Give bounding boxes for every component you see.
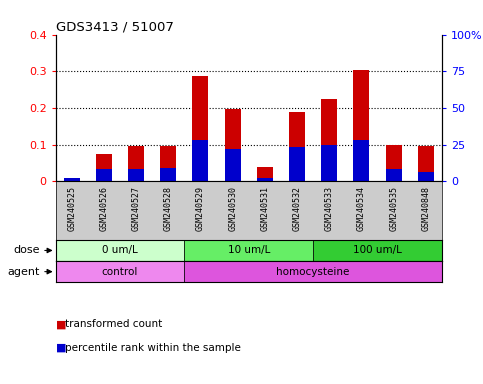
Bar	[185, 261, 442, 282]
Bar	[385, 145, 402, 181]
Bar	[257, 167, 273, 181]
Text: 100 um/L: 100 um/L	[353, 245, 402, 255]
Bar	[225, 149, 241, 181]
Text: percentile rank within the sample: percentile rank within the sample	[65, 343, 241, 353]
Text: GDS3413 / 51007: GDS3413 / 51007	[56, 20, 173, 33]
Text: GSM240525: GSM240525	[67, 186, 76, 231]
Text: 10 um/L: 10 um/L	[227, 245, 270, 255]
Bar	[64, 179, 80, 181]
Text: GSM240527: GSM240527	[131, 186, 141, 231]
Bar	[128, 146, 144, 181]
Bar	[321, 99, 337, 181]
Text: homocysteine: homocysteine	[276, 266, 350, 276]
Text: GSM240530: GSM240530	[228, 186, 237, 231]
Text: 0 um/L: 0 um/L	[102, 245, 138, 255]
Bar	[313, 240, 442, 261]
Bar	[418, 172, 434, 181]
Text: GSM240848: GSM240848	[421, 186, 430, 231]
Text: GSM240531: GSM240531	[260, 186, 270, 231]
Bar	[225, 109, 241, 181]
Text: GSM240528: GSM240528	[164, 186, 173, 231]
Bar	[257, 178, 273, 181]
Bar	[385, 169, 402, 181]
Bar	[128, 169, 144, 181]
Bar	[321, 144, 337, 181]
Bar	[56, 240, 185, 261]
Bar	[354, 140, 369, 181]
Bar	[192, 76, 209, 181]
Bar	[289, 147, 305, 181]
Text: GSM240534: GSM240534	[357, 186, 366, 231]
Text: GSM240529: GSM240529	[196, 186, 205, 231]
Text: transformed count: transformed count	[65, 319, 162, 329]
Bar	[160, 168, 176, 181]
Text: ■: ■	[56, 319, 66, 329]
Bar	[289, 112, 305, 181]
Text: GSM240533: GSM240533	[325, 186, 334, 231]
Bar	[185, 240, 313, 261]
Text: control: control	[102, 266, 138, 276]
Bar	[96, 169, 112, 181]
Text: agent: agent	[7, 266, 40, 276]
Text: GSM240526: GSM240526	[99, 186, 108, 231]
Text: dose: dose	[13, 245, 40, 255]
Bar	[64, 178, 80, 181]
Bar	[418, 146, 434, 181]
Bar	[96, 154, 112, 181]
Bar	[56, 261, 185, 282]
Text: GSM240535: GSM240535	[389, 186, 398, 231]
Bar	[192, 140, 209, 181]
Bar	[160, 146, 176, 181]
Text: GSM240532: GSM240532	[293, 186, 301, 231]
Bar	[354, 71, 369, 181]
Text: ■: ■	[56, 343, 66, 353]
